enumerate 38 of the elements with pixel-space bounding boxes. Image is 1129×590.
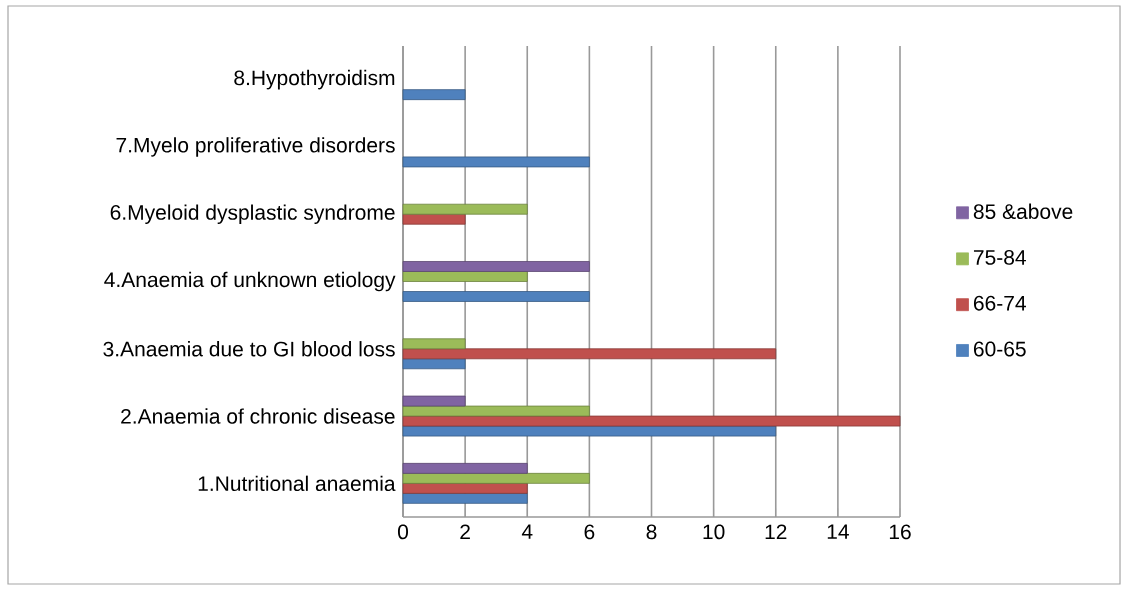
bar	[402, 213, 466, 225]
bar	[402, 415, 901, 427]
legend-label: 66-74	[973, 295, 1026, 311]
bar	[402, 405, 590, 417]
bar	[402, 358, 466, 370]
bar	[402, 338, 466, 350]
x-tick-label: 12	[765, 524, 787, 540]
y-tick-label: 8.Hypothyroidism	[234, 69, 395, 90]
x-tick-label: 16	[889, 524, 911, 540]
x-tick-label: 0	[397, 524, 409, 540]
y-tick-label: 1.Nutritional anaemia	[198, 475, 396, 492]
x-tick-label: 8	[646, 524, 657, 540]
bar	[402, 89, 466, 101]
y-tick-label: 6.Myeloid dysplastic syndrome	[110, 204, 395, 225]
legend-label: 75-84	[973, 249, 1026, 265]
bar	[402, 271, 528, 282]
bar	[402, 492, 528, 504]
x-tick-label: 6	[584, 524, 595, 540]
bar	[402, 203, 528, 215]
y-tick-label: 4.Anaemia of unknown etiology	[104, 271, 396, 292]
bar	[402, 462, 528, 474]
x-tick-label: 2	[460, 524, 470, 540]
y-tick-label: 2.Anaemia of chronic disease	[121, 408, 395, 424]
bar	[402, 156, 590, 168]
bar	[402, 472, 590, 484]
x-tick-label: 10	[703, 524, 725, 540]
y-tick-label: 3.Anaemia due to GI blood loss	[103, 341, 395, 357]
y-tick-label: 7.Myelo proliferative disorders	[116, 137, 395, 157]
x-tick-label: 4	[521, 524, 533, 539]
legend-label: 60-65	[973, 341, 1026, 357]
bar	[402, 348, 777, 360]
bar	[402, 261, 590, 272]
bar	[402, 395, 466, 407]
legend-label: 85 &above	[973, 203, 1073, 220]
bar	[402, 425, 777, 437]
x-tick-label: 14	[827, 524, 849, 539]
bar	[402, 482, 528, 494]
bar	[402, 291, 590, 302]
